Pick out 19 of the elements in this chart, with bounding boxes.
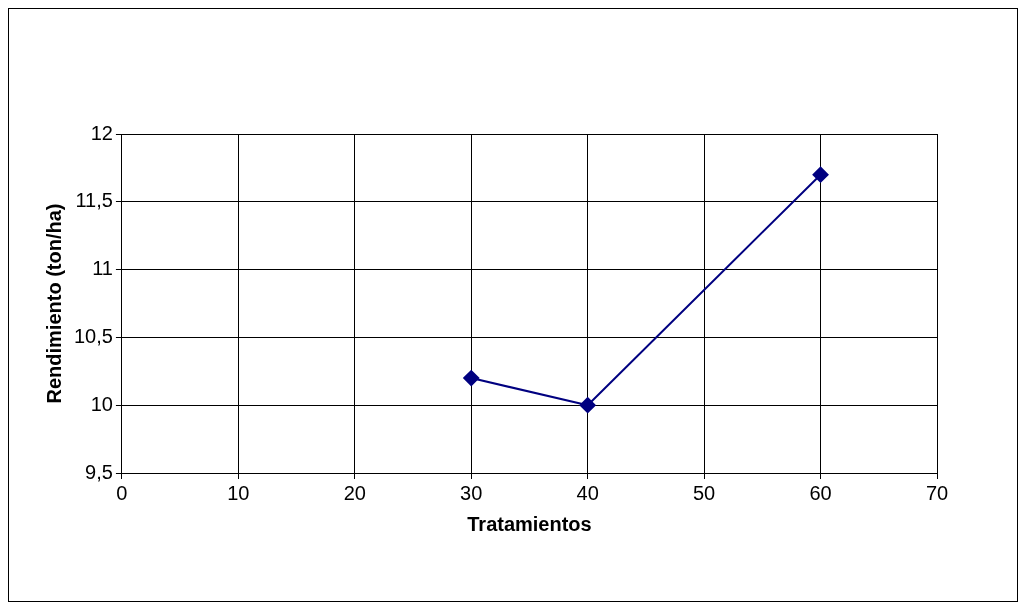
- y-tick-label: 12: [90, 121, 113, 144]
- y-tick-label: 9,5: [85, 460, 113, 483]
- x-tick-label: 10: [227, 481, 250, 504]
- y-axis-title: Rendimiento (ton/ha): [42, 203, 65, 404]
- x-tick-label: 20: [343, 481, 366, 504]
- x-tick-label: 40: [576, 481, 599, 504]
- x-tick-label: 70: [925, 481, 949, 504]
- x-tick-label: 0: [116, 481, 128, 504]
- x-tick-label: 60: [809, 481, 832, 504]
- x-axis-title: Tratamientos: [467, 512, 592, 535]
- y-tick-label: 10,5: [73, 324, 113, 347]
- point: [579, 397, 596, 414]
- point: [812, 166, 829, 183]
- x-tick-label: 30: [460, 481, 483, 504]
- x-tick-label: 50: [693, 481, 716, 504]
- y-tick-label: 11,5: [75, 189, 113, 212]
- point: [463, 370, 480, 387]
- y-tick-label: 10: [90, 392, 113, 415]
- y-tick-label: 11: [92, 257, 113, 280]
